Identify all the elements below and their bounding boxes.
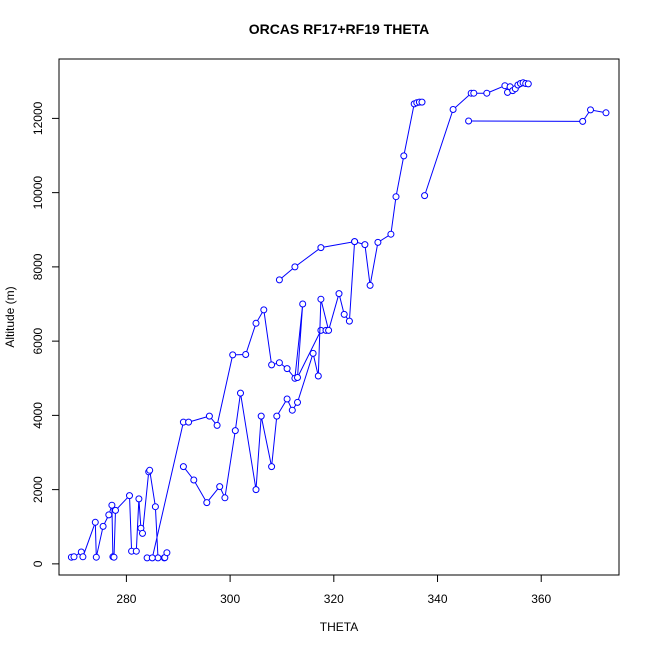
- data-point: [340, 310, 348, 318]
- data-point: [260, 306, 268, 314]
- data-point: [465, 117, 473, 125]
- data-point: [237, 389, 244, 397]
- data-point: [268, 463, 276, 471]
- y-axis: 0 2000 4000 6000 8000 10000 12000: [31, 101, 60, 567]
- series-line: [183, 241, 356, 504]
- data-point: [418, 98, 426, 106]
- x-tick-label: 360: [531, 592, 551, 606]
- data-point: [275, 276, 283, 284]
- data-point: [273, 412, 281, 420]
- x-tick-label: 280: [116, 592, 136, 606]
- x-tick-label: 320: [324, 592, 344, 606]
- data-point: [257, 412, 265, 420]
- data-point: [139, 529, 146, 537]
- x-axis: 280 300 320 340 360: [116, 574, 552, 606]
- data-point: [294, 374, 301, 381]
- data-point: [361, 241, 369, 249]
- data-point: [291, 263, 299, 271]
- data-point: [105, 511, 113, 519]
- data-point: [79, 553, 87, 561]
- data-point: [221, 494, 229, 502]
- data-point: [185, 418, 193, 426]
- data-point: [154, 554, 162, 562]
- data-point: [587, 106, 594, 114]
- data-point: [252, 486, 260, 494]
- data-point: [299, 300, 307, 308]
- data-point: [229, 351, 237, 359]
- data-point: [309, 349, 317, 357]
- data-point: [317, 244, 325, 252]
- data-point: [335, 290, 343, 298]
- data-point: [579, 117, 587, 125]
- series-1: [67, 466, 171, 562]
- data-point: [294, 398, 301, 406]
- data-point: [216, 483, 224, 491]
- data-point: [99, 522, 107, 530]
- data-point: [400, 152, 408, 160]
- y-tick-label: 10000: [31, 176, 45, 210]
- data-point: [203, 499, 211, 507]
- data-point: [268, 361, 276, 369]
- data-point: [126, 492, 133, 500]
- x-axis-label: THETA: [320, 620, 358, 634]
- series-4: [275, 98, 426, 289]
- data-point: [325, 326, 333, 334]
- data-point: [148, 554, 156, 562]
- data-point: [602, 109, 610, 117]
- data-point: [252, 319, 260, 327]
- y-tick-label: 0: [31, 560, 45, 567]
- data-point: [387, 230, 395, 238]
- data-point: [132, 547, 140, 555]
- data-point: [213, 421, 221, 429]
- data-point: [231, 427, 239, 435]
- series-5: [421, 79, 532, 200]
- data-point: [351, 238, 359, 246]
- data-point: [163, 549, 171, 557]
- data-point: [288, 406, 296, 414]
- data-point: [283, 365, 291, 373]
- x-tick-label: 340: [428, 592, 448, 606]
- data-point: [392, 193, 400, 201]
- data-point: [345, 317, 353, 325]
- y-tick-label: 12000: [31, 101, 45, 135]
- y-tick-label: 8000: [31, 253, 45, 280]
- data-point: [112, 506, 119, 514]
- data-point: [91, 518, 99, 526]
- series-2: [143, 300, 330, 562]
- data-point: [421, 192, 429, 200]
- data-point: [317, 295, 325, 303]
- y-tick-label: 2000: [31, 476, 45, 503]
- y-tick-label: 6000: [31, 327, 45, 354]
- data-point: [135, 495, 143, 503]
- data-point: [190, 476, 198, 484]
- data-point: [449, 106, 457, 113]
- data-point: [314, 372, 322, 380]
- data-point: [205, 412, 213, 420]
- data-point: [92, 553, 100, 561]
- series-layer: [67, 79, 610, 562]
- series-3: [179, 238, 359, 507]
- data-point: [146, 466, 154, 474]
- data-point: [283, 395, 291, 403]
- data-point: [524, 80, 532, 88]
- data-point: [151, 503, 159, 511]
- data-point: [110, 553, 118, 561]
- data-point: [108, 501, 116, 509]
- chart-title: ORCAS RF17+RF19 THETA: [249, 21, 430, 37]
- series-line: [468, 109, 607, 122]
- y-tick-label: 4000: [31, 402, 45, 429]
- x-tick-label: 300: [220, 592, 240, 606]
- data-point: [242, 351, 250, 358]
- data-point: [179, 463, 187, 471]
- data-point: [275, 359, 283, 367]
- data-point: [483, 89, 491, 97]
- data-point: [470, 89, 478, 97]
- y-axis-label: Altitude (m): [3, 286, 17, 347]
- data-point: [366, 281, 374, 289]
- series-6: [465, 106, 610, 125]
- data-point: [70, 553, 78, 561]
- data-point: [374, 238, 382, 246]
